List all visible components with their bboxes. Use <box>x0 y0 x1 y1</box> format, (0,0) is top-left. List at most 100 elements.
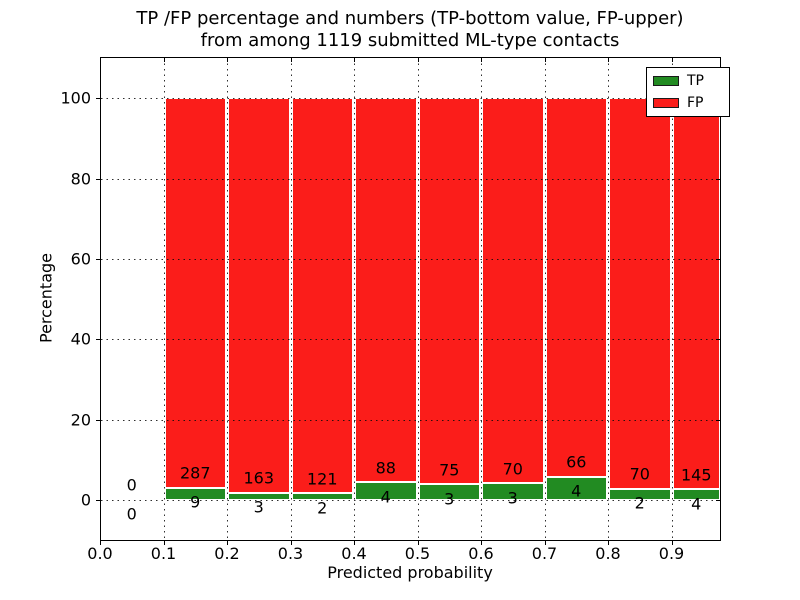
gridline-vertical <box>608 58 609 540</box>
tp-count-label: 3 <box>507 488 518 508</box>
gridline-vertical <box>417 58 419 540</box>
x-tick-label: 0.7 <box>531 544 558 563</box>
x-tick-mark <box>163 541 165 545</box>
x-tick-mark-top <box>290 58 292 62</box>
tp-count-label: 2 <box>317 498 328 518</box>
fp-bar <box>291 98 353 494</box>
y-tick-mark-right <box>716 499 720 501</box>
x-tick-mark <box>227 541 228 545</box>
tp-count-label: 3 <box>253 497 264 517</box>
fp-count-label: 66 <box>566 452 587 472</box>
y-tick-label: 20 <box>70 410 91 429</box>
gridline-vertical <box>671 58 673 540</box>
fp-bar <box>228 98 290 493</box>
fp-bar <box>355 98 417 483</box>
y-tick-label: 80 <box>70 169 91 188</box>
y-tick-label: 60 <box>70 249 91 269</box>
x-tick-mark <box>671 541 673 545</box>
x-tick-mark <box>100 541 101 545</box>
legend-label: TP <box>687 73 704 89</box>
x-tick-mark <box>481 541 482 545</box>
x-tick-mark-top <box>608 58 609 62</box>
x-tick-mark <box>354 541 355 545</box>
x-tick-label: 0.2 <box>214 544 240 563</box>
fp-count-label: 145 <box>680 465 712 485</box>
legend-swatch-tp-icon <box>653 76 679 86</box>
chart-title-line1: TP /FP percentage and numbers (TP-bottom… <box>136 8 684 29</box>
tp-bar <box>609 488 671 500</box>
tp-bar <box>291 493 353 500</box>
x-tick-mark <box>417 541 419 545</box>
x-tick-label: 0.1 <box>150 544 177 563</box>
x-tick-mark-top <box>481 58 482 62</box>
x-tick-mark <box>608 541 609 545</box>
fp-count-label: 0 <box>126 475 137 495</box>
x-tick-mark <box>544 541 546 545</box>
x-tick-label: 0.8 <box>595 544 621 563</box>
tp-count-label: 4 <box>380 487 391 507</box>
x-axis-label: Predicted probability <box>327 563 493 582</box>
gridline-vertical <box>290 58 292 540</box>
tp-count-label: 4 <box>691 494 702 513</box>
legend: TP FP <box>646 67 730 117</box>
tp-bar <box>228 492 290 500</box>
fp-bar <box>164 98 226 488</box>
y-tick-mark-right <box>716 178 720 180</box>
y-tick-mark-right <box>716 419 720 421</box>
y-tick-mark <box>96 419 100 421</box>
x-tick-mark-top <box>671 58 673 62</box>
legend-row: TP <box>653 74 723 88</box>
fp-bar <box>609 98 671 489</box>
x-tick-label: 0.5 <box>404 544 431 563</box>
y-tick-mark <box>96 339 100 341</box>
fp-bar <box>482 98 544 484</box>
fp-count-label: 70 <box>502 459 523 479</box>
fp-bar <box>418 98 480 485</box>
tp-count-label: 3 <box>444 489 455 509</box>
gridline-vertical <box>227 58 228 540</box>
fp-count-label: 287 <box>179 463 211 483</box>
y-tick-label: 0 <box>80 490 91 510</box>
y-tick-label: 40 <box>70 329 91 349</box>
fp-count-label: 121 <box>306 469 338 489</box>
tp-bar <box>545 476 607 500</box>
x-tick-mark-top <box>544 58 546 62</box>
tp-count-label: 0 <box>126 504 137 524</box>
gridline-horizontal <box>101 339 720 341</box>
gridline-vertical <box>163 58 165 540</box>
x-tick-mark <box>290 541 292 545</box>
x-tick-label: 0.4 <box>341 544 367 563</box>
x-tick-mark-top <box>163 58 165 62</box>
x-tick-mark-top <box>417 58 419 62</box>
gridline-horizontal <box>101 98 720 100</box>
y-tick-mark <box>96 258 100 260</box>
tp-bar <box>482 483 544 500</box>
fp-count-label: 70 <box>629 464 650 484</box>
gridline-horizontal <box>101 419 720 421</box>
tp-bar <box>164 487 226 500</box>
plot-area: TP FP 0 0 287 9 163 3 121 2 88 4 75 3 70 3 66 4 70 2 145 4 <box>96 57 730 545</box>
y-tick-mark <box>96 178 100 180</box>
tp-count-label: 2 <box>634 493 645 513</box>
chart-title-line2: from among 1119 submitted ML-type contac… <box>200 30 620 51</box>
fp-bar <box>545 98 607 477</box>
x-tick-label: 0.6 <box>468 544 494 563</box>
y-tick-mark-right <box>716 258 720 260</box>
legend-swatch-fp-icon <box>653 98 679 108</box>
gridline-horizontal <box>101 258 720 260</box>
y-tick-mark <box>96 98 100 100</box>
legend-row: FP <box>653 96 723 110</box>
tp-bar <box>355 482 417 500</box>
fp-count-label: 88 <box>375 458 396 478</box>
legend-label: FP <box>687 95 704 111</box>
tp-bar <box>672 489 720 500</box>
x-tick-label: 0.0 <box>87 544 113 563</box>
x-tick-mark-top <box>227 58 228 62</box>
gridline-vertical <box>354 58 355 540</box>
x-tick-label: 0.3 <box>277 544 304 563</box>
fp-bar <box>672 98 720 490</box>
x-tick-mark-top <box>354 58 355 62</box>
y-tick-mark <box>96 499 100 501</box>
tp-count-label: 9 <box>190 492 201 512</box>
